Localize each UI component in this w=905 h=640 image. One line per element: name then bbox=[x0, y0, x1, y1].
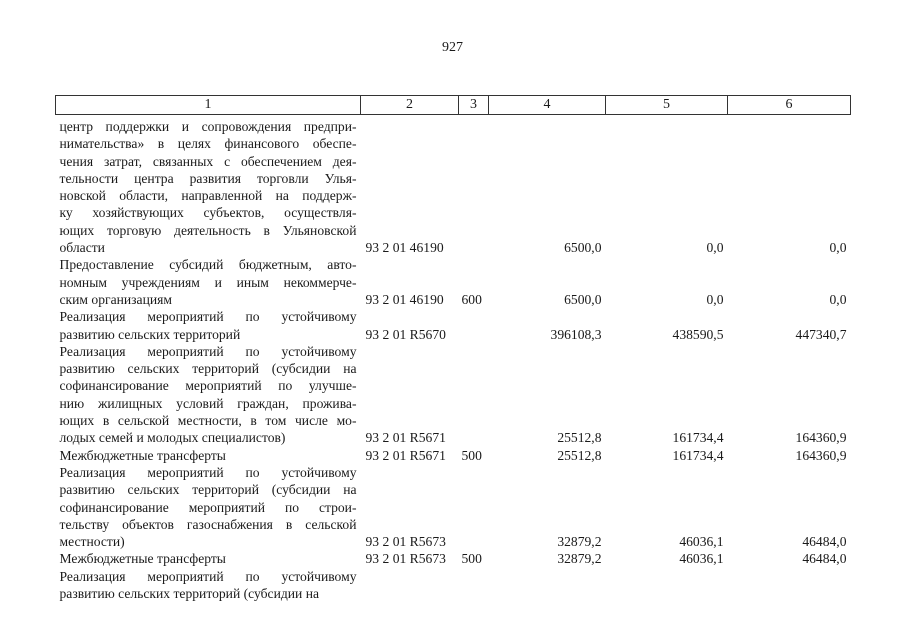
row-value-col6: 447340,7 bbox=[795, 326, 847, 342]
row-name: центр поддержки и сопровождения предпри-… bbox=[56, 115, 361, 257]
row-name-line: Реализация мероприятий по устойчивому bbox=[59, 464, 357, 480]
row-code bbox=[361, 568, 459, 603]
row-value-col5: 46036,1 bbox=[679, 551, 724, 567]
table-row: Реализация мероприятий по устойчивому раз… bbox=[56, 568, 851, 603]
row-code: 93 2 01 46190 bbox=[365, 240, 444, 256]
row-name: Межбюджетные трансферты bbox=[56, 447, 361, 464]
row-name-line: Межбюджетные трансферты bbox=[59, 447, 226, 463]
row-value-col4: 25512,8 bbox=[557, 430, 602, 446]
row-value-col4: 6500,0 bbox=[564, 291, 602, 307]
row-name-line: номным учреждениям и иным некоммерче- bbox=[59, 274, 357, 290]
row-name-line: центр поддержки и сопровождения предпри- bbox=[59, 119, 357, 134]
row-value-col6: 164360,9 bbox=[795, 430, 847, 446]
row-name-line: новской области, направленной на поддерж… bbox=[59, 188, 357, 204]
row-value-col6: 0,0 bbox=[829, 291, 847, 307]
row-expense-type bbox=[459, 464, 489, 550]
row-value-col6: 46484,0 bbox=[802, 551, 847, 567]
row-value-col6: 46484,0 bbox=[802, 534, 847, 550]
row-name-line: ющих в сельской местности, в том числе м… bbox=[59, 413, 357, 429]
row-value-col5: 46036,1 bbox=[679, 534, 724, 550]
row-code: 93 2 01 R5671 bbox=[365, 447, 446, 463]
row-name: Реализация мероприятий по устойчивому раз… bbox=[56, 308, 361, 343]
row-value-col4: 25512,8 bbox=[557, 447, 602, 463]
row-name-line: области bbox=[59, 240, 105, 256]
row-name-line: развитию сельских территорий bbox=[59, 326, 241, 342]
row-value-col6 bbox=[728, 568, 851, 603]
header-col-4: 4 bbox=[488, 95, 606, 115]
row-name-line: чения затрат, связанных с обеспечением д… bbox=[59, 153, 357, 169]
row-name-line: местности) bbox=[59, 534, 125, 550]
row-name-line: ющих торговую деятельность в Ульяновской bbox=[59, 222, 357, 238]
row-name-line: нию жилищных условий граждан, прожива- bbox=[59, 395, 357, 411]
row-expense-type: 600 bbox=[461, 291, 482, 307]
row-code: 93 2 01 R5671 bbox=[365, 430, 446, 446]
row-name-line: софинансирование мероприятий по улучше- bbox=[59, 378, 357, 394]
row-name-line: Реализация мероприятий по устойчивому bbox=[59, 343, 357, 359]
row-value-col6: 0,0 bbox=[829, 240, 847, 256]
row-name: Реализация мероприятий по устойчивому раз… bbox=[56, 343, 361, 447]
row-name-line: нимательства» в целях финансового обеспе… bbox=[59, 136, 357, 152]
row-code: 93 2 01 R5670 bbox=[365, 326, 446, 342]
row-value-col4: 6500,0 bbox=[564, 240, 602, 256]
header-col-1: 1 bbox=[55, 95, 361, 115]
row-code: 93 2 01 R5673 bbox=[365, 534, 446, 550]
row-name-line: Межбюджетные трансферты bbox=[59, 551, 226, 567]
row-name: Предоставление субсидий бюджетным, авто-… bbox=[56, 256, 361, 308]
row-expense-type bbox=[459, 115, 489, 257]
row-code: 93 2 01 R5673 bbox=[365, 551, 446, 567]
row-value-col4: 32879,2 bbox=[557, 551, 602, 567]
row-name-line: тельности центра развития торговли Улья- bbox=[59, 170, 357, 186]
row-name-line: тельству объектов газоснабжения в сельск… bbox=[59, 516, 357, 532]
table-row: Межбюджетные трансферты 93 2 01 R5671 500 2… bbox=[56, 447, 851, 464]
row-name-line: софинансирование мероприятий по строи- bbox=[59, 499, 357, 515]
row-name-line: ку хозяйствующих субъектов, осуществля- bbox=[59, 205, 357, 221]
row-name-line: развитию сельских территорий (субсидии н… bbox=[59, 586, 320, 602]
row-name-line: развитию сельских территорий (субсидии н… bbox=[59, 482, 357, 498]
row-name-line: Предоставление субсидий бюджетным, авто- bbox=[59, 257, 357, 273]
row-value-col6: 164360,9 bbox=[795, 447, 847, 463]
budget-table: 1 2 3 4 5 6 центр поддержки и сопровожде… bbox=[55, 95, 851, 602]
header-col-3: 3 bbox=[458, 95, 489, 115]
row-name-line: развитию сельских территорий (субсидии н… bbox=[59, 361, 357, 377]
row-name-line: Реализация мероприятий по устойчивому bbox=[59, 568, 357, 584]
row-name: Реализация мероприятий по устойчивому раз… bbox=[56, 464, 361, 550]
row-expense-type bbox=[459, 568, 489, 603]
row-name-line: ским организациям bbox=[59, 291, 172, 307]
table-row: центр поддержки и сопровождения предпри-… bbox=[56, 115, 851, 257]
table-row: Межбюджетные трансферты 93 2 01 R5673 500 3… bbox=[56, 550, 851, 567]
page-number: 927 bbox=[442, 40, 463, 55]
header-col-5: 5 bbox=[605, 95, 728, 115]
table-row: Реализация мероприятий по устойчивому раз… bbox=[56, 308, 851, 343]
row-value-col4: 396108,3 bbox=[550, 326, 602, 342]
header-col-2: 2 bbox=[360, 95, 459, 115]
table-row: Реализация мероприятий по устойчивому раз… bbox=[56, 464, 851, 550]
row-name-line: лодых семей и молодых специалистов) bbox=[59, 430, 286, 446]
table-row: Предоставление субсидий бюджетным, авто-… bbox=[56, 256, 851, 308]
header-col-6: 6 bbox=[727, 95, 851, 115]
row-code: 93 2 01 46190 bbox=[365, 291, 444, 307]
row-value-col5: 0,0 bbox=[706, 291, 724, 307]
row-value-col4: 32879,2 bbox=[557, 534, 602, 550]
row-value-col4 bbox=[489, 568, 606, 603]
row-name-line: Реализация мероприятий по устойчивому bbox=[59, 309, 357, 325]
row-expense-type bbox=[459, 343, 489, 447]
row-expense-type: 500 bbox=[461, 551, 482, 567]
row-value-col5: 0,0 bbox=[706, 240, 724, 256]
row-value-col5: 438590,5 bbox=[672, 326, 724, 342]
row-value-col5 bbox=[606, 568, 728, 603]
row-name: Межбюджетные трансферты bbox=[56, 550, 361, 567]
header-row: 1 2 3 4 5 6 bbox=[55, 95, 851, 115]
table-row: Реализация мероприятий по устойчивому раз… bbox=[56, 343, 851, 447]
row-name: Реализация мероприятий по устойчивому раз… bbox=[56, 568, 361, 603]
row-expense-type bbox=[459, 308, 489, 343]
row-value-col5: 161734,4 bbox=[672, 430, 724, 446]
row-value-col5: 161734,4 bbox=[672, 447, 724, 463]
row-expense-type: 500 bbox=[461, 447, 482, 463]
